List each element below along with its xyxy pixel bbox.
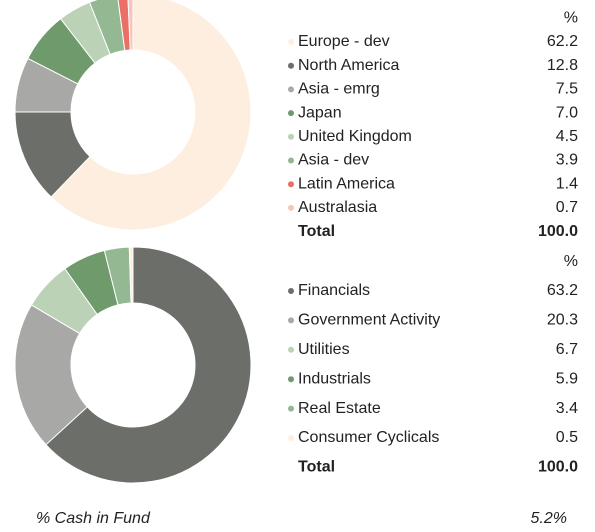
value-label: 62.2: [547, 33, 578, 50]
donut-slice: [45, 246, 252, 484]
legend-label: Consumer Cyclicals: [298, 429, 439, 446]
legend-dot: [288, 62, 294, 69]
legend-label: Japan: [298, 104, 342, 121]
value-label: 0.7: [556, 199, 578, 216]
legend-dot: [288, 133, 294, 140]
legend-label: Asia - dev: [298, 152, 369, 169]
value-label: 5.9: [556, 370, 578, 387]
legend-label: Latin America: [298, 175, 395, 192]
legend-label: Industrials: [298, 370, 371, 387]
value-label: 4.5: [556, 128, 578, 145]
value-label: 12.8: [547, 57, 578, 74]
value-label: 3.4: [556, 400, 578, 417]
cash-label: % Cash in Fund: [36, 510, 151, 527]
total-value: 100.0: [538, 459, 578, 476]
legend-dot: [288, 86, 294, 93]
value-label: 20.3: [547, 312, 578, 329]
donut-slice: [127, 0, 134, 51]
legend-label: Utilities: [298, 341, 350, 358]
legend-dot: [288, 317, 294, 324]
legend-dot: [288, 181, 294, 188]
value-label: 63.2: [547, 282, 578, 299]
legend-label: Real Estate: [298, 400, 381, 417]
legend-label: Financials: [298, 282, 370, 299]
legend-dot: [288, 405, 294, 412]
value-label: 0.5: [556, 429, 578, 446]
legend-dot: [288, 110, 294, 117]
column-header: %: [564, 10, 578, 27]
value-label: 7.5: [556, 81, 578, 98]
legend-dot: [288, 376, 294, 383]
legend-dot: [288, 435, 294, 441]
legend-dot: [288, 157, 294, 164]
total-label: Total: [298, 459, 335, 476]
legend-dot: [288, 204, 294, 211]
donut-slice: [128, 246, 134, 304]
legend-label: Asia - emrg: [298, 81, 380, 98]
legend-dot: [288, 288, 294, 294]
value-label: 3.9: [556, 152, 578, 169]
value-label: 7.0: [556, 104, 578, 121]
legend-dot: [288, 346, 294, 353]
legend-label: Australasia: [298, 199, 377, 216]
legend-label: United Kingdom: [298, 128, 412, 145]
column-header: %: [564, 253, 578, 270]
legend-label: Government Activity: [298, 312, 440, 329]
legend-label: North America: [298, 57, 399, 74]
cash-value: 5.2%: [531, 510, 567, 527]
total-label: Total: [298, 223, 335, 240]
legend-dot: [288, 39, 294, 45]
donut-slice: [50, 0, 252, 231]
value-label: 6.7: [556, 341, 578, 358]
legend-label: Europe - dev: [298, 33, 390, 50]
value-label: 1.4: [556, 175, 578, 192]
total-value: 100.0: [538, 223, 578, 240]
